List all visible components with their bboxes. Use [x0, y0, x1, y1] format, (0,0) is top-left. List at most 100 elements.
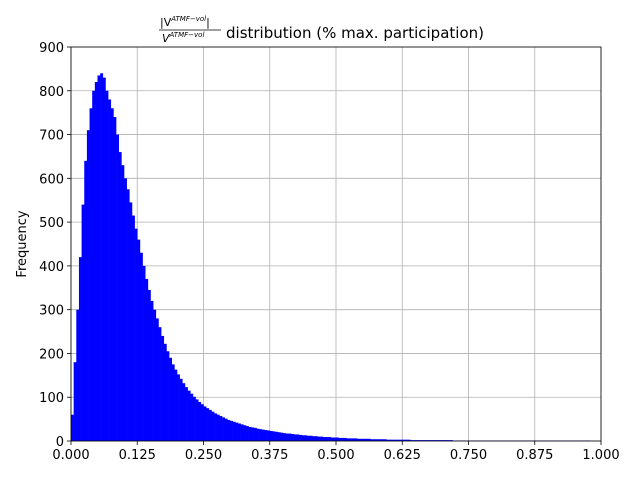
bar — [121, 165, 125, 441]
bar — [118, 152, 122, 442]
x-tick-label: 0.000 — [52, 448, 89, 463]
bar — [251, 427, 255, 441]
bar — [293, 434, 297, 441]
bar — [78, 257, 82, 441]
x-tick-label: 0.875 — [516, 448, 553, 463]
x-tick-label: 0.750 — [450, 448, 487, 463]
bar — [431, 440, 435, 441]
bar — [304, 435, 308, 441]
bar — [381, 439, 384, 441]
bar — [84, 160, 88, 442]
bar — [341, 437, 345, 441]
x-tick-label: 1.000 — [582, 448, 619, 463]
bar — [410, 440, 414, 441]
bar — [275, 431, 278, 441]
bar — [232, 421, 236, 441]
bar — [158, 327, 162, 441]
bar — [383, 439, 387, 441]
bar — [150, 300, 154, 441]
title-part: V — [162, 32, 171, 45]
bar — [240, 424, 244, 441]
bar — [142, 265, 146, 441]
bar — [219, 416, 223, 441]
bar — [280, 432, 284, 441]
bar — [208, 409, 212, 441]
x-tick-label: 0.125 — [119, 448, 156, 463]
bar — [192, 396, 196, 441]
bar — [399, 439, 403, 441]
bar — [338, 437, 342, 441]
bar — [235, 422, 239, 441]
bar — [179, 378, 183, 441]
bar — [256, 428, 260, 441]
bar — [428, 440, 432, 441]
bar — [203, 406, 207, 441]
bar — [330, 437, 334, 441]
bar — [386, 439, 390, 441]
bar — [362, 438, 366, 441]
title-part: | — [206, 16, 210, 29]
bar — [264, 430, 268, 441]
bar — [288, 433, 292, 441]
bar — [420, 440, 424, 441]
title-part: ATMF−vol — [169, 31, 205, 39]
bar — [447, 440, 451, 441]
bar — [298, 434, 302, 441]
bar — [325, 437, 329, 441]
y-tick-label: 500 — [39, 216, 64, 231]
bar — [134, 228, 138, 441]
x-tick-label: 0.625 — [384, 448, 421, 463]
bar — [407, 439, 411, 441]
chart-title: distribution (% max. participation) — [226, 24, 484, 42]
bar — [412, 440, 416, 441]
bar — [439, 440, 443, 441]
bar — [333, 437, 337, 441]
bar — [449, 440, 453, 441]
y-tick-label: 900 — [39, 41, 64, 56]
bar — [198, 402, 202, 441]
bar — [116, 134, 119, 442]
bar — [442, 440, 445, 441]
bar — [365, 438, 369, 441]
bar — [224, 418, 228, 441]
bar — [245, 426, 249, 441]
bar — [253, 427, 257, 441]
bar — [259, 429, 263, 441]
bar — [184, 387, 188, 441]
bar — [290, 433, 294, 441]
bar — [195, 399, 199, 441]
bar — [272, 431, 276, 441]
bar — [100, 73, 104, 442]
y-tick-label: 700 — [39, 129, 64, 144]
bar — [97, 75, 101, 441]
bar — [147, 289, 151, 441]
axes: 0.000 0.125 0.250 0.375 0.500 0.625 0.750 0.875… — [39, 41, 619, 463]
bar — [216, 414, 220, 441]
title-part: |V — [160, 16, 172, 29]
bar — [81, 204, 85, 441]
bar — [378, 439, 382, 441]
bar — [137, 239, 141, 441]
bar — [269, 430, 273, 441]
bar — [322, 437, 326, 441]
bar — [166, 351, 170, 441]
bar — [200, 404, 204, 441]
bar — [418, 440, 422, 441]
bar — [359, 438, 363, 441]
bar — [108, 99, 112, 442]
bar — [73, 362, 77, 441]
bar — [131, 215, 135, 441]
bar — [169, 357, 172, 441]
bar — [206, 408, 210, 441]
bar — [404, 439, 408, 441]
bar — [110, 108, 114, 442]
bar — [139, 252, 143, 441]
bar — [309, 435, 313, 441]
x-tick-label: 0.250 — [185, 448, 222, 463]
bar — [336, 437, 339, 441]
bar — [230, 420, 233, 441]
bar — [444, 440, 448, 441]
bar — [190, 393, 194, 441]
bar — [436, 440, 440, 441]
bar — [314, 436, 318, 441]
